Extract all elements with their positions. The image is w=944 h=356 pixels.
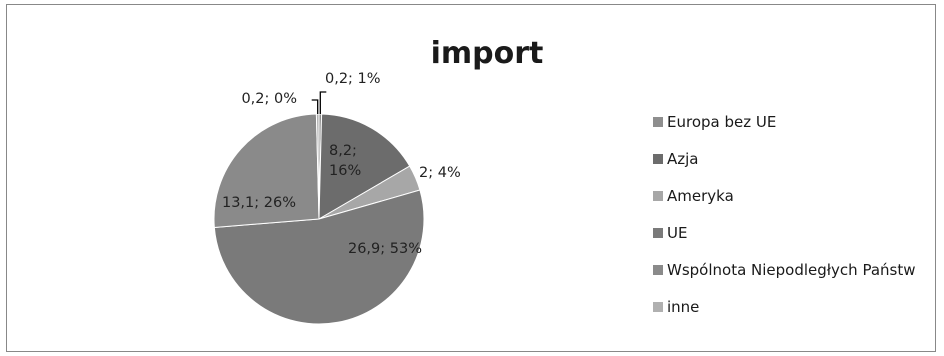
pie-chart: import 0,2; 1% 8,2; 16% 2; 4% 26,9; 53% 13,1;… <box>213 36 916 325</box>
leader-line-5 <box>311 99 319 114</box>
legend-label-1: Azja <box>667 150 699 168</box>
data-label-0: 0,2; 1% <box>325 71 381 87</box>
legend-swatch-1 <box>653 154 663 164</box>
legend-label-4: Wspólnota Niepodległych Państw <box>667 261 916 279</box>
legend-swatch-2 <box>653 191 663 201</box>
pie-slice-1 <box>318 113 411 220</box>
data-label-5: 0,2; 0% <box>241 91 297 107</box>
legend-swatch-5 <box>653 302 663 312</box>
pie-slice-5 <box>315 113 320 220</box>
chart-title: import <box>431 36 544 71</box>
data-label-2: 2; 4% <box>419 165 461 181</box>
chart-frame: import 0,2; 1% 8,2; 16% 2; 4% 26,9; 53% 13,1;… <box>6 4 936 352</box>
legend-label-5: inne <box>667 298 699 316</box>
pie-slice-4 <box>213 113 320 229</box>
legend-swatch-3 <box>653 228 663 238</box>
data-label-3: 26,9; 53% <box>348 241 422 257</box>
legend-label-3: UE <box>667 224 687 242</box>
leader-line-0 <box>319 91 327 114</box>
legend-swatch-4 <box>653 265 663 275</box>
legend-swatch-0 <box>653 117 663 127</box>
legend-label-2: Ameryka <box>667 187 734 205</box>
data-label-4: 13,1; 26% <box>222 195 296 211</box>
legend-label-0: Europa bez UE <box>667 113 776 131</box>
data-label-1: 8,2; 16% <box>329 143 361 179</box>
